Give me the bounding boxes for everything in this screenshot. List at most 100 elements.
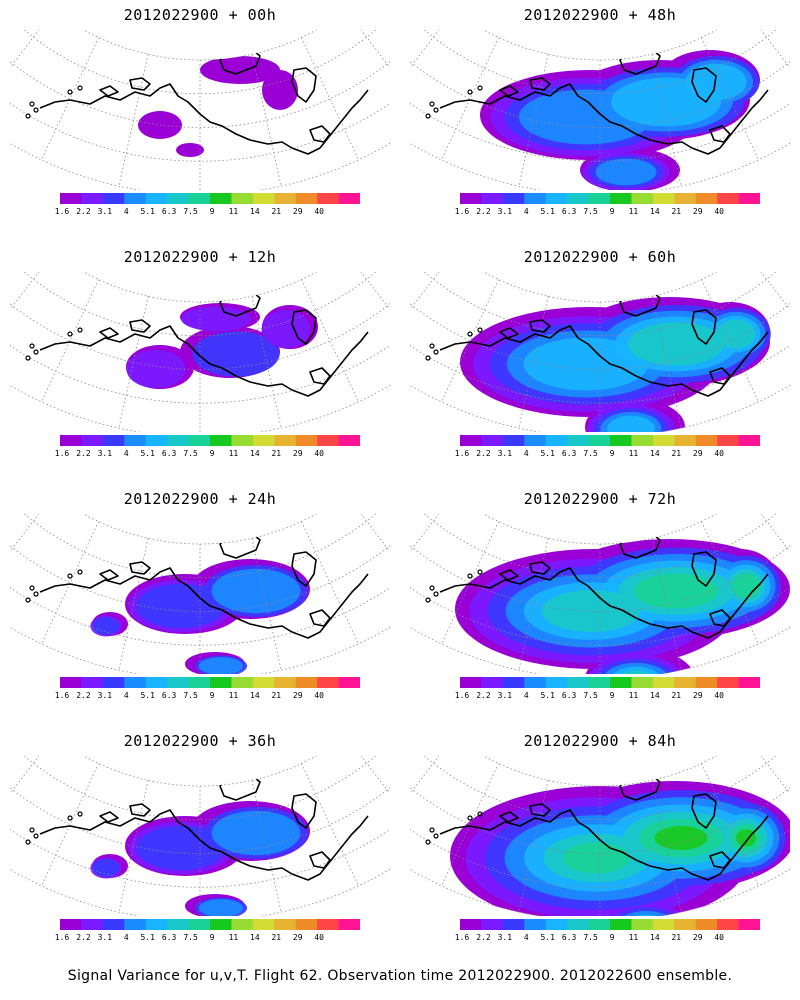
colorbar-label: 21 <box>671 449 682 458</box>
variance-field-core <box>92 859 120 877</box>
colorbar-label: 11 <box>228 449 239 458</box>
polar-stereographic-map <box>410 30 790 190</box>
colorbar-swatch <box>738 677 760 688</box>
colorbar-swatch <box>274 677 297 688</box>
polar-stereographic-map <box>410 514 790 674</box>
colorbar-label: 14 <box>250 691 260 700</box>
colorbar-swatch <box>81 677 104 688</box>
colorbar-swatch <box>460 677 482 688</box>
colorbar-swatch <box>695 919 718 930</box>
colorbar-swatch <box>460 919 482 930</box>
colorbar-label: 7.5 <box>183 691 198 700</box>
colorbar-swatch <box>102 677 125 688</box>
colorbar-label: 4 <box>523 691 529 700</box>
colorbar-label: 4 <box>523 449 529 458</box>
panel-title: 2012022900 + 72h <box>523 490 677 508</box>
colorbar-label: 1.6 <box>454 933 470 942</box>
colorbar-label: 6.3 <box>561 207 577 216</box>
colorbar-swatch <box>481 919 504 930</box>
colorbar-swatch <box>295 193 318 204</box>
colorbar-label: 29 <box>692 691 703 700</box>
colorbar <box>460 919 760 930</box>
colorbar-swatch <box>545 435 568 446</box>
colorbar-swatch <box>317 193 340 204</box>
panel-title: 2012022900 + 48h <box>523 6 677 24</box>
coastline <box>425 773 769 881</box>
variance-field-core <box>523 337 649 391</box>
colorbar-swatch <box>652 435 675 446</box>
colorbar-label: 9 <box>209 691 215 700</box>
polar-stereographic-map <box>410 756 790 916</box>
colorbar-swatch <box>524 435 547 446</box>
colorbar-swatch <box>610 435 632 446</box>
colorbar-swatch <box>631 919 654 930</box>
colorbar-label: 4 <box>523 933 529 942</box>
colorbar-swatch <box>145 435 168 446</box>
colorbar-label: 14 <box>250 933 260 942</box>
colorbar-label: 2.2 <box>76 207 91 216</box>
variance-field-core <box>607 415 655 432</box>
colorbar-label: 2.2 <box>76 691 91 700</box>
colorbar-label: 6.3 <box>161 449 177 458</box>
colorbar-label: 40 <box>314 207 324 216</box>
colorbar-swatch <box>674 193 697 204</box>
colorbar-label: 21 <box>671 691 682 700</box>
colorbar-label: 6.3 <box>561 449 577 458</box>
colorbar-swatch <box>317 919 340 930</box>
colorbar-swatch <box>252 193 275 204</box>
colorbar-swatch <box>674 435 697 446</box>
colorbar-swatch <box>102 919 125 930</box>
colorbar-labels: 1.6 2.2 3.1 4 5.1 6.3 7.5 9 11 14 21 29 40 <box>55 449 360 461</box>
colorbar-swatch <box>481 193 504 204</box>
colorbar-label: 3.1 <box>497 207 513 216</box>
colorbar-label: 5.1 <box>540 207 555 216</box>
colorbar-label: 3.1 <box>497 691 513 700</box>
variance-field-core <box>732 573 760 599</box>
colorbar-label: 5.1 <box>540 449 555 458</box>
panel-title: 2012022900 + 84h <box>523 732 677 750</box>
colorbar-label: 7.5 <box>583 691 598 700</box>
colorbar-labels: 1.6 2.2 3.1 4 5.1 6.3 7.5 9 11 14 21 29 40 <box>455 933 760 945</box>
polar-stereographic-map <box>10 756 390 916</box>
colorbar-swatch <box>167 919 190 930</box>
colorbar-swatch <box>460 193 482 204</box>
polar-stereographic-map <box>10 514 390 674</box>
variance-field-core <box>211 568 301 614</box>
colorbar-swatch <box>231 435 254 446</box>
colorbar-swatch <box>231 677 254 688</box>
colorbar-swatch <box>295 435 318 446</box>
colorbar-swatch <box>145 677 168 688</box>
colorbar-swatch <box>274 919 297 930</box>
colorbar <box>60 919 360 930</box>
colorbar-label: 11 <box>628 449 639 458</box>
colorbar-swatch <box>145 919 168 930</box>
colorbar-label: 29 <box>692 933 703 942</box>
colorbar-swatch <box>188 919 211 930</box>
colorbar-label: 11 <box>228 933 239 942</box>
colorbar-label: 7.5 <box>183 207 198 216</box>
colorbar-swatch <box>317 677 340 688</box>
colorbar-label: 21 <box>271 449 282 458</box>
colorbar-label: 40 <box>714 933 724 942</box>
panel-title: 2012022900 + 00h <box>123 6 277 24</box>
variance-field-core <box>198 899 244 916</box>
colorbar-swatch <box>502 677 525 688</box>
colorbar-label: 1.6 <box>54 691 70 700</box>
colorbar-labels: 1.6 2.2 3.1 4 5.1 6.3 7.5 9 11 14 21 29 40 <box>455 207 760 219</box>
colorbar-swatch <box>567 677 590 688</box>
variance-field-core <box>634 573 718 609</box>
colorbar-swatch <box>588 435 611 446</box>
variance-field-region <box>176 143 204 157</box>
colorbar-swatch <box>210 677 232 688</box>
variance-field-core <box>563 842 629 874</box>
coastline <box>425 531 769 639</box>
colorbar-swatch <box>274 435 297 446</box>
colorbar-label: 14 <box>250 449 260 458</box>
colorbar-label: 11 <box>628 933 639 942</box>
colorbar-label: 5.1 <box>540 933 555 942</box>
colorbar-swatch <box>502 919 525 930</box>
variance-field-core <box>181 306 251 332</box>
colorbar-label: 21 <box>671 933 682 942</box>
colorbar-swatch <box>717 435 740 446</box>
colorbar-label: 40 <box>714 449 724 458</box>
